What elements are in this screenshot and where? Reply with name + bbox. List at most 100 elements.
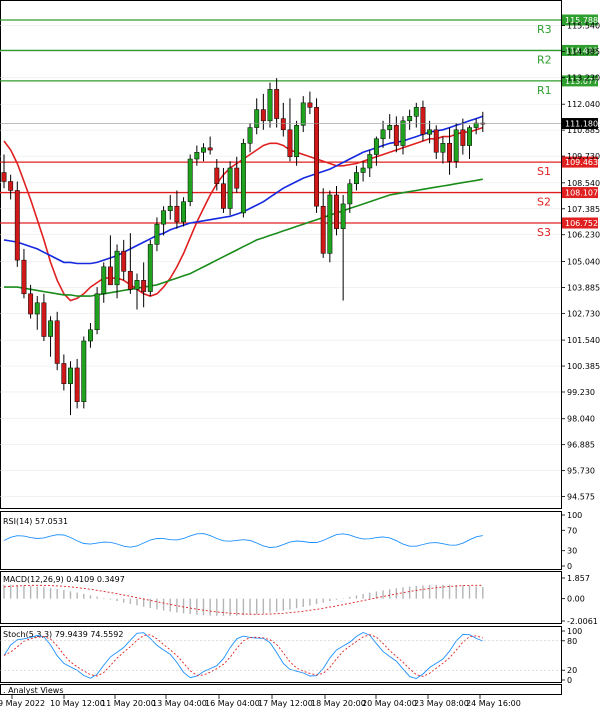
candle-body [360,167,366,173]
candle-body [81,340,87,402]
candle-body [174,205,180,223]
rsi-tick-label: 0 [567,562,572,571]
level-value-r3: 115.788 [565,16,598,25]
candle [1,154,7,189]
level-tag-r3 [562,14,598,26]
macd-histogram [3,584,484,616]
candle-body [373,138,379,155]
level-value-s2: 108.107 [565,189,598,198]
candle-body [473,122,479,128]
candle [201,143,206,162]
candle [14,181,20,267]
candle [447,127,453,175]
candle [280,102,286,137]
footer-bar [0,684,562,695]
candle-body [94,293,100,331]
candle [167,194,173,220]
candle-body [28,293,34,315]
time-tick-label: 23 May 08:00 [414,699,469,708]
level-value-s1: 109.463 [565,158,598,167]
candle [433,125,439,160]
current-price-tag: 111.180 [562,118,598,130]
candle [420,100,426,142]
rsi-label: RSI(14) 57.0531 [3,517,68,526]
candle [181,197,187,227]
candle-body [254,109,260,128]
macd-signal-line [3,584,483,615]
candle [467,125,472,160]
candle-body [167,205,173,211]
candle [81,336,87,409]
candle [320,188,326,258]
candle-body [387,125,393,131]
stoch-label: Stoch(5,3,3) 79.9439 74.5592 [3,630,123,639]
level-tag-s1 [562,156,598,168]
level-tag-s2 [562,187,598,199]
candle [34,296,40,330]
candle-body [247,127,253,144]
candle-body [347,183,353,205]
candle [300,96,306,133]
candle-body [407,116,413,122]
candle-body [68,367,73,384]
candle-body [187,158,193,202]
candle [41,293,47,341]
stoch-tick-label: 80 [567,637,577,646]
candle-body [21,259,27,295]
price-tick-label: 100.385 [567,362,600,371]
time-tick-label: 16 May 04:00 [205,699,260,708]
time-tick-label: 17 May 12:00 [258,699,313,708]
candle-body [181,201,187,223]
price-tick-label: 98.040 [567,415,595,424]
candle-body [314,107,320,207]
candle-body [54,320,60,364]
candle-body [393,125,399,146]
candle [127,233,133,294]
candle-body [101,266,107,295]
price-axis: 115.540 114.385 113.230 112.040 110.885 109.7… [561,22,600,502]
level-tag-s3 [562,217,598,229]
price-tick-label: 99.230 [567,388,595,397]
candle [267,82,273,128]
candle [61,354,67,391]
candle [134,273,140,310]
candle-body [194,152,200,160]
candle [221,168,226,213]
macd-label: MACD(12,26,9) 0.4109 0.3497 [3,575,125,584]
macd-pane-frame [0,571,562,624]
price-tick-label: 112.040 [567,100,600,109]
candle-body [420,107,426,135]
price-tick-label: 108.540 [567,179,600,188]
time-tick-label: 20 May 04:00 [362,699,417,708]
candle-body [141,280,147,292]
rsi-axis: 100 70 30 0 [561,511,582,571]
price-tick-label: 107.385 [567,205,600,214]
price-tick-label: 106.230 [567,231,600,240]
candle-body [440,143,446,153]
candle-body [34,302,40,315]
candle [174,190,180,229]
candle [107,235,113,286]
candle [387,114,393,139]
candle-body [214,167,220,184]
candle [427,120,433,144]
candle-body [114,250,120,286]
price-tick-label: 114.385 [567,48,600,57]
time-tick-label: 10 May 12:00 [50,699,105,708]
candle-body [267,89,273,122]
candle-body [121,250,127,272]
candle-body [413,107,419,117]
candle [214,159,220,191]
candle [207,136,213,155]
price-tick-label: 110.885 [567,126,600,135]
candle [373,136,379,166]
candle-body [201,147,206,153]
candle [354,165,359,191]
candle-body [287,129,293,158]
candle-body [400,120,406,146]
candle [161,206,167,236]
stoch-tick-label: 100 [567,627,582,636]
candle [393,116,399,153]
level-name-r3: R3 [537,23,552,36]
macd-tick-label: 1.857 [567,574,590,583]
